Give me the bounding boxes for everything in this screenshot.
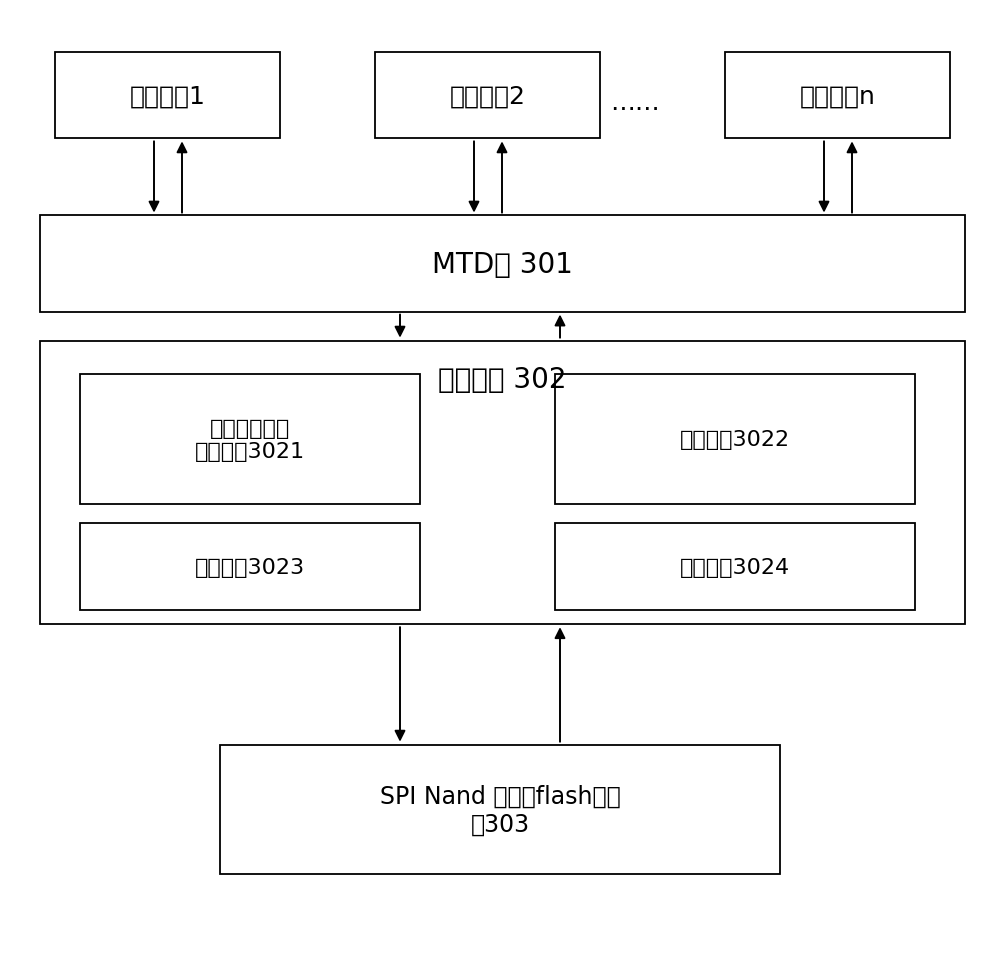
Text: SPI Nand 闪存（flash）芯
片303: SPI Nand 闪存（flash）芯 片303 bbox=[380, 784, 620, 835]
Text: 初始化及坏块
管理模块3021: 初始化及坏块 管理模块3021 bbox=[195, 418, 305, 461]
Bar bbox=[55, 53, 280, 139]
Text: 擦除模块3024: 擦除模块3024 bbox=[680, 557, 790, 577]
Bar bbox=[80, 375, 420, 505]
Bar bbox=[80, 524, 420, 610]
Text: 运行模块 302: 运行模块 302 bbox=[438, 365, 567, 393]
Bar bbox=[725, 53, 950, 139]
Text: 读取模块3023: 读取模块3023 bbox=[195, 557, 305, 577]
Text: 写入模块3022: 写入模块3022 bbox=[680, 430, 790, 450]
Text: MTD层 301: MTD层 301 bbox=[432, 250, 573, 279]
Text: 文件操作2: 文件操作2 bbox=[450, 85, 526, 108]
Bar bbox=[220, 745, 780, 875]
Text: ……: …… bbox=[610, 91, 660, 114]
Bar bbox=[40, 341, 965, 625]
Bar bbox=[40, 216, 965, 312]
Bar bbox=[555, 375, 915, 505]
Text: 文件操作1: 文件操作1 bbox=[130, 85, 205, 108]
Bar bbox=[375, 53, 600, 139]
Text: 文件操作n: 文件操作n bbox=[800, 85, 875, 108]
Bar bbox=[555, 524, 915, 610]
